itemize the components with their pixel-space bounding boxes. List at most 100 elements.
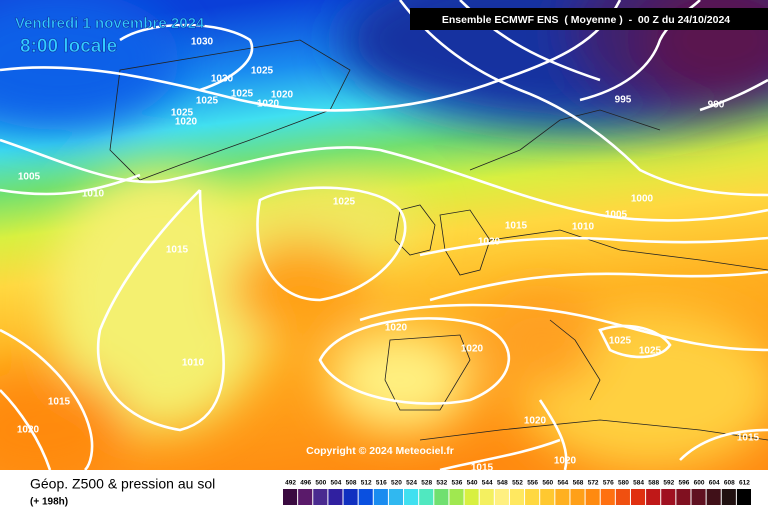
colorbar-label: 520 bbox=[391, 480, 402, 487]
local-time: 8:00 locale bbox=[20, 36, 117, 57]
colorbar-label: 568 bbox=[573, 480, 584, 487]
colorbar-swatch bbox=[630, 489, 646, 505]
isobar-label: 1015 bbox=[166, 245, 189, 256]
isobar-label: 1020 bbox=[271, 90, 294, 101]
isobar-label: 1025 bbox=[639, 346, 662, 357]
colorbar-swatch bbox=[721, 489, 736, 505]
colorbar-swatch bbox=[736, 489, 751, 505]
isobar-label: 1025 bbox=[251, 66, 274, 77]
colorbar-swatch bbox=[600, 489, 615, 505]
isobar-label: 1005 bbox=[605, 210, 628, 221]
colorbar-label: 528 bbox=[421, 480, 432, 487]
colorbar-label: 532 bbox=[436, 480, 447, 487]
forecast-lead: (+ 198h) bbox=[30, 497, 68, 508]
colorbar-label: 564 bbox=[557, 480, 568, 487]
colorbar-swatch bbox=[555, 489, 570, 505]
colorbar-swatch bbox=[570, 489, 585, 505]
colorbar-swatch bbox=[404, 489, 419, 505]
colorbar-swatch bbox=[419, 489, 434, 505]
isobar-label: 1015 bbox=[737, 433, 760, 444]
isobar-label: 1020 bbox=[524, 416, 547, 427]
colorbar-label: 600 bbox=[694, 480, 705, 487]
colorbar-label: 536 bbox=[452, 480, 463, 487]
isobar-label: 1020 bbox=[385, 323, 408, 334]
colorbar-label: 512 bbox=[361, 480, 372, 487]
colorbar-label: 572 bbox=[588, 480, 599, 487]
isobar-label: 1010 bbox=[572, 222, 595, 233]
isobar-label: 1015 bbox=[471, 463, 494, 474]
colorbar-swatch bbox=[434, 489, 449, 505]
isobar-label: 1020 bbox=[17, 425, 40, 436]
colorbar-label: 544 bbox=[482, 480, 493, 487]
isobar-label: 990 bbox=[708, 100, 725, 111]
colorbar-label: 584 bbox=[633, 480, 644, 487]
colorbar-swatch bbox=[525, 489, 540, 505]
copyright: Copyright © 2024 Meteociel.fr bbox=[306, 445, 454, 457]
colorbar-label: 548 bbox=[497, 480, 508, 487]
title-block: Vendredi 1 novembre 2024 8:00 locale bbox=[15, 15, 206, 58]
colorbar-swatch bbox=[706, 489, 721, 505]
colorbar-label: 608 bbox=[724, 480, 735, 487]
colorbar-swatch bbox=[585, 489, 600, 505]
colorbar-label: 604 bbox=[709, 480, 720, 487]
colorbar-swatch bbox=[691, 489, 706, 505]
isobar-label: 1015 bbox=[48, 397, 71, 408]
isobar-label: 1030 bbox=[191, 37, 214, 48]
isobar-label: 1025 bbox=[609, 336, 632, 347]
colorbar-label: 576 bbox=[603, 480, 614, 487]
map-background bbox=[0, 0, 768, 470]
colorbar-label: 496 bbox=[300, 480, 311, 487]
colorbar-label: 492 bbox=[285, 480, 296, 487]
isobar-label: 1005 bbox=[18, 172, 41, 183]
isobar-label: 1025 bbox=[171, 108, 194, 119]
colorbar-swatch bbox=[494, 489, 509, 505]
colorbar-swatch bbox=[646, 489, 661, 505]
footer-title: Géop. Z500 & pression au sol bbox=[30, 476, 215, 492]
header-bar bbox=[410, 8, 768, 30]
colorbar-swatch bbox=[328, 489, 343, 505]
colorbar: 492 496 500 504 508 512 516 520 524 528 532 536 540 5… bbox=[283, 480, 751, 505]
isobar-label: 1020 bbox=[257, 99, 280, 110]
isobar-label: 1020 bbox=[461, 344, 484, 355]
isobar-label: 1020 bbox=[554, 456, 577, 467]
colorbar-label: 524 bbox=[406, 480, 417, 487]
isobar-label: 1000 bbox=[631, 194, 654, 205]
colorbar-swatch bbox=[676, 489, 691, 505]
isobar-label: 1030 bbox=[211, 74, 234, 85]
colorbar-swatch bbox=[313, 489, 328, 505]
isobar-label: 1020 bbox=[478, 237, 501, 248]
colorbar-label: 580 bbox=[618, 480, 629, 487]
colorbar-swatch bbox=[615, 489, 630, 505]
colorbar-swatch bbox=[464, 489, 479, 505]
colorbar-swatch bbox=[509, 489, 525, 505]
isobar-label: 1025 bbox=[231, 89, 254, 100]
colorbar-swatch bbox=[343, 489, 358, 505]
colorbar-swatch bbox=[373, 489, 388, 505]
colorbar-label: 612 bbox=[739, 480, 750, 487]
colorbar-swatch bbox=[298, 489, 313, 505]
isobar-label: 1010 bbox=[82, 189, 105, 200]
isobar-label: 1015 bbox=[505, 221, 528, 232]
colorbar-label: 504 bbox=[331, 480, 342, 487]
model-header: Ensemble ECMWF ENS ( Moyenne ) - 00 Z du… bbox=[442, 14, 730, 26]
colorbar-swatch bbox=[449, 489, 464, 505]
colorbar-swatch bbox=[479, 489, 494, 505]
colorbar-label: 540 bbox=[467, 480, 478, 487]
colorbar-label: 596 bbox=[678, 480, 689, 487]
colorbar-label: 516 bbox=[376, 480, 387, 487]
colorbar-swatch bbox=[661, 489, 676, 505]
colorbar-label: 508 bbox=[346, 480, 357, 487]
colorbar-swatch bbox=[358, 489, 373, 505]
isobar-label: 1010 bbox=[182, 358, 205, 369]
isobar-label: 1020 bbox=[175, 117, 198, 128]
isobars bbox=[0, 0, 768, 470]
colorbar-label: 500 bbox=[315, 480, 326, 487]
colorbar-label: 556 bbox=[527, 480, 538, 487]
colorbar-label: 588 bbox=[648, 480, 659, 487]
colorbar-label: 552 bbox=[512, 480, 523, 487]
colorbar-swatch bbox=[540, 489, 555, 505]
colorbar-label: 592 bbox=[663, 480, 674, 487]
